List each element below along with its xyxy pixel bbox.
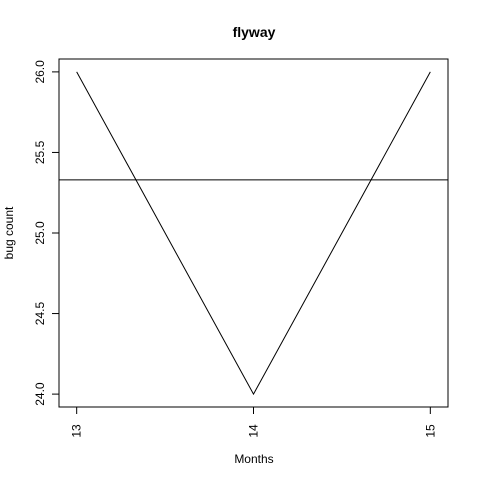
y-tick-label: 25.5: [33, 140, 47, 164]
y-tick-label: 24.0: [33, 382, 47, 406]
x-tick-label: 13: [70, 424, 84, 438]
series-line: [77, 72, 431, 394]
y-axis: 24.0 24.5 25.0 25.5 26.0: [33, 60, 59, 406]
y-tick-label: 24.5: [33, 302, 47, 326]
y-tick-label: 25.0: [33, 221, 47, 245]
series-layer: [59, 72, 448, 394]
x-axis: 13 14 15: [70, 407, 438, 438]
y-axis-title: bug count: [2, 206, 16, 259]
plot-frame: [59, 59, 448, 407]
x-axis-title: Months: [234, 452, 273, 466]
x-tick-label: 15: [423, 424, 437, 438]
chart-title: flyway: [233, 24, 276, 40]
x-tick-label: 14: [247, 424, 261, 438]
y-tick-label: 26.0: [33, 60, 47, 84]
